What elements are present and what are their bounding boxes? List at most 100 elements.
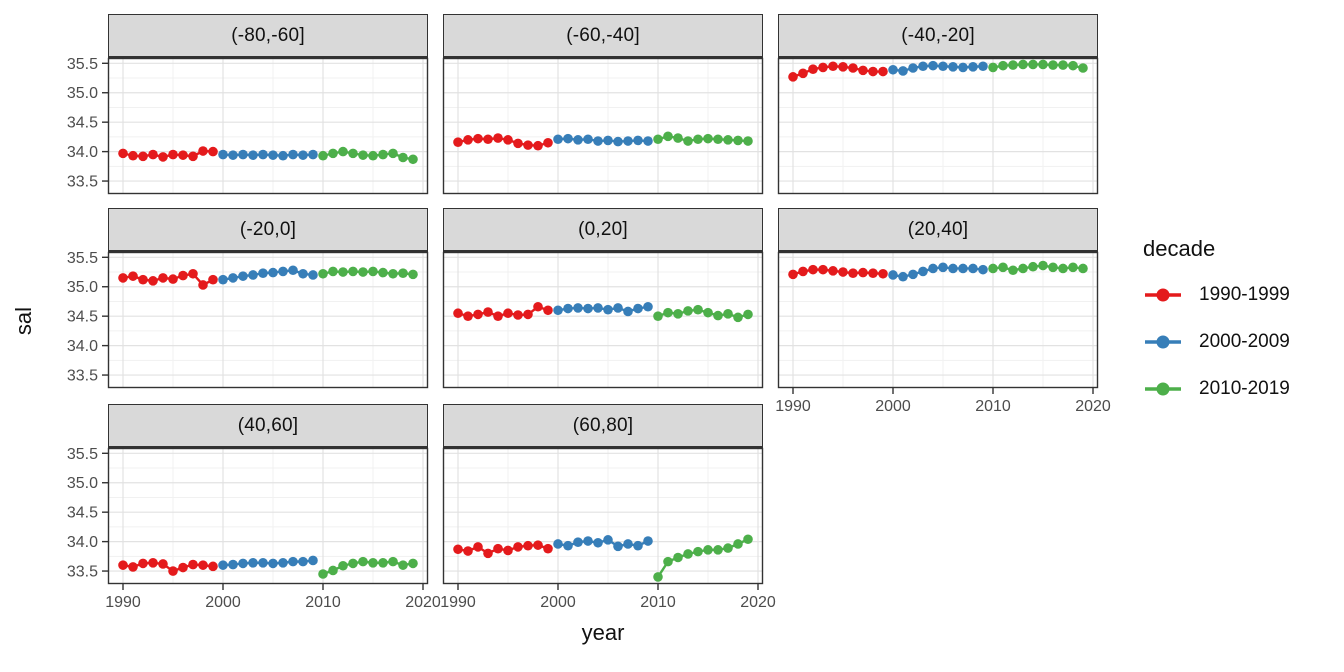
series-line bbox=[322, 150, 414, 161]
data-point bbox=[218, 149, 228, 160]
y-tick-label: 35.0 bbox=[67, 279, 98, 296]
data-point bbox=[388, 148, 398, 159]
data-point bbox=[368, 266, 378, 277]
data-point bbox=[338, 267, 348, 277]
data-point bbox=[553, 539, 563, 549]
data-point bbox=[593, 537, 603, 548]
legend-item: 1990-1999 bbox=[1143, 284, 1290, 306]
data-point bbox=[543, 137, 553, 148]
series-line bbox=[792, 268, 884, 276]
data-point bbox=[733, 312, 743, 323]
data-point bbox=[178, 562, 188, 573]
legend-item-label: 2010-2019 bbox=[1199, 378, 1290, 399]
data-point bbox=[523, 540, 533, 551]
series-line bbox=[992, 264, 1084, 272]
data-point bbox=[573, 303, 583, 313]
data-point bbox=[348, 558, 358, 569]
data-point bbox=[398, 268, 408, 278]
x-tick-label: 2010 bbox=[305, 594, 341, 611]
data-point bbox=[988, 263, 998, 274]
series-line bbox=[222, 559, 314, 567]
data-point bbox=[828, 61, 838, 72]
data-point bbox=[998, 60, 1008, 71]
data-point bbox=[228, 273, 238, 283]
data-point bbox=[838, 62, 848, 72]
data-point bbox=[298, 268, 308, 279]
data-point bbox=[483, 307, 493, 317]
data-point bbox=[613, 303, 623, 313]
data-point bbox=[543, 305, 553, 316]
y-tick-label: 35.0 bbox=[67, 475, 98, 492]
facet-plot: 35.5 35.0 34.5 34.0 33.5 bbox=[67, 250, 429, 389]
series-line bbox=[892, 266, 984, 278]
data-point bbox=[328, 148, 338, 159]
data-point bbox=[208, 146, 218, 157]
data-point bbox=[198, 146, 208, 156]
data-point bbox=[573, 537, 583, 547]
data-point bbox=[703, 307, 713, 318]
data-point bbox=[118, 148, 128, 159]
data-point bbox=[663, 131, 673, 142]
facet-panel: (-40,-20] bbox=[777, 14, 1099, 195]
data-point bbox=[308, 555, 318, 566]
data-point bbox=[218, 560, 228, 570]
data-point bbox=[493, 311, 503, 321]
data-point bbox=[543, 543, 553, 554]
data-point bbox=[503, 545, 513, 556]
panel-border bbox=[107, 57, 429, 195]
data-point bbox=[178, 150, 188, 160]
data-point bbox=[938, 262, 948, 273]
data-point bbox=[573, 135, 583, 145]
series-line bbox=[657, 135, 749, 143]
data-point bbox=[978, 61, 988, 72]
data-point bbox=[168, 149, 178, 160]
x-tick-label: 2010 bbox=[975, 398, 1011, 415]
facet-plot bbox=[442, 57, 764, 195]
panel-border bbox=[442, 57, 764, 195]
data-point bbox=[593, 303, 603, 313]
y-tick-label: 34.5 bbox=[67, 505, 98, 522]
data-point bbox=[908, 269, 918, 280]
data-point bbox=[1078, 263, 1088, 274]
data-point bbox=[483, 134, 493, 145]
data-point bbox=[138, 274, 148, 285]
data-point bbox=[368, 150, 378, 161]
legend-key-line-dot-icon bbox=[1145, 382, 1181, 396]
data-point bbox=[583, 536, 593, 546]
data-point bbox=[1028, 261, 1038, 272]
facet-plot: 1990 2000 2010 2020 bbox=[440, 447, 776, 611]
data-point bbox=[533, 140, 543, 151]
data-point bbox=[463, 546, 473, 556]
data-point bbox=[703, 545, 713, 555]
facet-plot bbox=[442, 251, 764, 389]
facet-panel: (-20,0] 35.5 35.0 34.5 34.0 33.5 bbox=[67, 208, 429, 389]
facet-strip-label: (20,40] bbox=[778, 208, 1098, 252]
data-point bbox=[1078, 63, 1088, 73]
legend-item: 2000-2009 bbox=[1143, 331, 1290, 353]
data-point bbox=[258, 149, 268, 160]
data-point bbox=[523, 309, 533, 320]
data-point bbox=[673, 309, 683, 319]
data-point bbox=[713, 134, 723, 145]
data-point bbox=[653, 572, 663, 582]
y-tick-label: 34.0 bbox=[67, 534, 98, 551]
y-tick-label: 33.5 bbox=[67, 174, 98, 191]
data-point bbox=[673, 552, 683, 563]
data-point bbox=[473, 133, 483, 144]
data-point bbox=[858, 65, 868, 76]
data-point bbox=[808, 264, 818, 275]
data-point bbox=[318, 569, 328, 579]
x-tick-label: 2000 bbox=[540, 594, 576, 611]
series-line bbox=[457, 305, 549, 318]
legend-key-line-dot-icon bbox=[1145, 335, 1181, 349]
data-point bbox=[643, 136, 653, 146]
data-point bbox=[583, 134, 593, 145]
data-point bbox=[693, 546, 703, 557]
data-point bbox=[268, 558, 278, 569]
data-point bbox=[328, 266, 338, 277]
data-point bbox=[503, 308, 513, 319]
data-point bbox=[138, 151, 148, 162]
data-point bbox=[603, 304, 613, 315]
data-point bbox=[308, 270, 318, 280]
y-tick-label: 34.5 bbox=[67, 309, 98, 326]
